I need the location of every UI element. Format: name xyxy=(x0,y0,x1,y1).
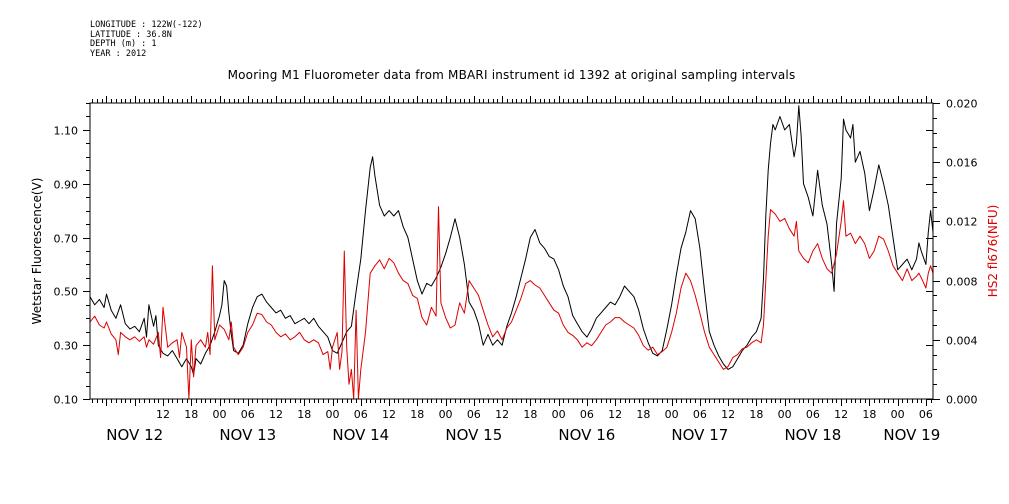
x-tick-label: 00 xyxy=(665,408,679,421)
x-tick-label: 06 xyxy=(467,408,481,421)
left-y-tick-label: 1.10 xyxy=(54,125,79,138)
longitude-text: LONGITUDE : 122W(-122) xyxy=(90,20,203,30)
right-y-tick-label: 0.004 xyxy=(946,335,978,348)
x-tick-label: 06 xyxy=(580,408,594,421)
right-y-tick-label: 0.016 xyxy=(946,157,978,170)
x-tick-label: 12 xyxy=(834,408,848,421)
year-text: YEAR : 2012 xyxy=(90,48,147,59)
x-tick-label: 12 xyxy=(269,408,283,421)
x-tick-label: 18 xyxy=(523,408,537,421)
x-tick-label: 06 xyxy=(354,408,368,421)
day-label: NOV 12 xyxy=(106,426,163,444)
axis-ticks xyxy=(83,96,940,406)
x-tick-label: 12 xyxy=(608,408,622,421)
plot-frame xyxy=(89,102,934,400)
x-tick-label: 12 xyxy=(382,408,396,421)
x-tick-label: 00 xyxy=(439,408,453,421)
right-y-tick-label: 0.020 xyxy=(946,98,978,111)
data-lines xyxy=(89,105,934,400)
metadata-block: LONGITUDE : 122W(-122) LATITUDE : 36.8N … xyxy=(90,20,203,59)
latitude-text: LATITUDE : 36.8N xyxy=(90,29,172,40)
left-y-tick-label: 0.10 xyxy=(54,394,79,407)
x-tick-label: 18 xyxy=(297,408,311,421)
hs2-series-line xyxy=(89,200,934,400)
x-tick-label: 06 xyxy=(693,408,707,421)
axis-labels: 12 18 00 06 12 18 00 06 12 18 00 06 12 18 00 06 12 18 00 06… xyxy=(54,98,978,445)
x-tick-label: 12 xyxy=(156,408,170,421)
x-tick-label: 18 xyxy=(636,408,650,421)
day-label: NOV 16 xyxy=(558,426,615,444)
wetstar-series-line xyxy=(89,105,934,376)
day-label: NOV 18 xyxy=(784,426,841,444)
right-y-tick-label: 0.000 xyxy=(946,394,978,407)
x-tick-label: 18 xyxy=(749,408,763,421)
x-tick-label: 06 xyxy=(919,408,933,421)
left-y-tick-label: 0.50 xyxy=(54,286,79,299)
chart-title: Mooring M1 Fluorometer data from MBARI i… xyxy=(227,68,796,82)
x-tick-label: 06 xyxy=(241,408,255,421)
left-y-tick-label: 0.90 xyxy=(54,179,79,192)
right-y-tick-label: 0.008 xyxy=(946,276,978,289)
x-tick-label: 12 xyxy=(495,408,509,421)
x-tick-label: 12 xyxy=(721,408,735,421)
x-tick-label: 00 xyxy=(778,408,792,421)
x-tick-label: 00 xyxy=(326,408,340,421)
day-label: NOV 13 xyxy=(219,426,276,444)
day-label: NOV 14 xyxy=(332,426,389,444)
day-label: NOV 19 xyxy=(883,426,940,444)
x-tick-label: 18 xyxy=(862,408,876,421)
x-tick-label: 18 xyxy=(184,408,198,421)
depth-text: DEPTH (m) : 1 xyxy=(90,39,157,49)
right-axis-title: HS2 fl676(NFU) xyxy=(986,205,1000,298)
x-tick-label: 00 xyxy=(891,408,905,421)
x-tick-label: 06 xyxy=(806,408,820,421)
left-axis-title: Wetstar Fluorescence(V) xyxy=(30,178,44,325)
day-label: NOV 17 xyxy=(671,426,728,444)
x-tick-label: 00 xyxy=(213,408,227,421)
right-y-tick-label: 0.012 xyxy=(946,216,978,229)
left-y-tick-label: 0.70 xyxy=(54,233,79,246)
day-label: NOV 15 xyxy=(445,426,502,444)
left-y-tick-label: 0.30 xyxy=(54,340,79,353)
x-tick-label: 18 xyxy=(410,408,424,421)
x-tick-label: 00 xyxy=(552,408,566,421)
